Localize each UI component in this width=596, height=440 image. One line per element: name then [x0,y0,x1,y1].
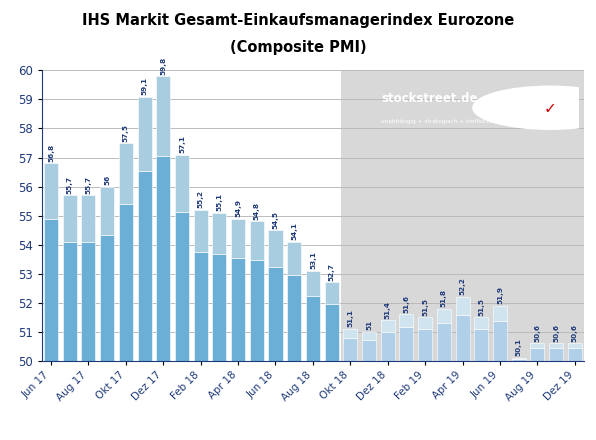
Bar [474,330,488,361]
Bar [138,96,151,171]
Text: 59,8: 59,8 [160,57,166,75]
Bar [530,348,544,361]
Text: 52,2: 52,2 [460,278,465,296]
Bar [418,330,432,361]
Text: 51,1: 51,1 [347,309,353,327]
Bar [63,195,77,242]
Bar [250,221,264,260]
Bar [268,267,283,361]
Bar [44,219,58,361]
Text: 50,6: 50,6 [553,324,559,342]
Bar [63,242,77,361]
Text: 57,1: 57,1 [179,135,185,153]
Text: 55,7: 55,7 [85,176,91,194]
Bar [343,338,358,361]
Text: 51,5: 51,5 [478,298,484,316]
Text: 54,8: 54,8 [254,202,260,220]
Text: 59,1: 59,1 [142,77,148,95]
Text: 57,5: 57,5 [123,124,129,142]
Bar [82,242,95,361]
Bar [530,343,544,348]
Bar [212,213,226,254]
Text: 51,9: 51,9 [497,286,503,304]
Bar [325,304,339,361]
Text: 56: 56 [104,175,110,185]
Bar [268,230,283,267]
Bar [341,70,584,361]
Text: 55,7: 55,7 [67,176,73,194]
Text: 50,6: 50,6 [535,324,541,342]
Bar [511,359,526,361]
Bar [493,306,507,321]
Text: 54,5: 54,5 [272,211,278,229]
Bar [549,343,563,348]
Bar [119,204,133,361]
Bar [437,323,451,361]
Bar [511,358,526,359]
Bar [362,340,376,361]
Bar [156,156,170,361]
Text: 55,1: 55,1 [216,193,222,211]
Bar [119,143,133,204]
Bar [362,332,376,340]
Bar [250,260,264,361]
Bar [399,327,414,361]
Bar [568,343,582,348]
Bar [156,76,170,156]
Text: 53,1: 53,1 [310,251,316,269]
Bar [194,252,207,361]
Bar [399,314,414,327]
Text: (Composite PMI): (Composite PMI) [229,40,367,55]
Bar [231,219,245,258]
Bar [437,308,451,323]
Text: 51,5: 51,5 [422,298,428,316]
Bar [287,275,301,361]
Bar [418,317,432,330]
Bar [455,315,470,361]
Text: 51: 51 [366,320,372,330]
Bar [287,242,301,275]
Bar [381,331,395,361]
Bar [343,329,358,338]
Text: 50,1: 50,1 [516,338,522,356]
Bar [44,163,58,219]
Bar [306,271,320,296]
Text: IHS Markit Gesamt-Einkaufsmanagerindex Eurozone: IHS Markit Gesamt-Einkaufsmanagerindex E… [82,13,514,28]
Bar [325,282,339,304]
Bar [493,321,507,361]
Text: 51,8: 51,8 [441,289,447,307]
Bar [474,317,488,330]
Bar [231,258,245,361]
Text: 52,7: 52,7 [328,263,334,281]
Text: 51,4: 51,4 [384,301,391,319]
Text: 54,1: 54,1 [291,222,297,240]
Bar [100,187,114,235]
Bar [175,213,189,361]
Text: 56,8: 56,8 [48,144,54,162]
Bar [82,195,95,242]
Bar [381,320,395,331]
Bar [455,297,470,315]
Text: 55,2: 55,2 [198,191,204,208]
Bar [175,154,189,213]
Text: 50,6: 50,6 [572,324,578,342]
Bar [306,296,320,361]
Bar [194,210,207,252]
Bar [568,348,582,361]
Text: 51,6: 51,6 [403,295,409,313]
Bar [100,235,114,361]
Text: 54,9: 54,9 [235,199,241,217]
Bar [212,254,226,361]
Bar [138,171,151,361]
Bar [549,348,563,361]
